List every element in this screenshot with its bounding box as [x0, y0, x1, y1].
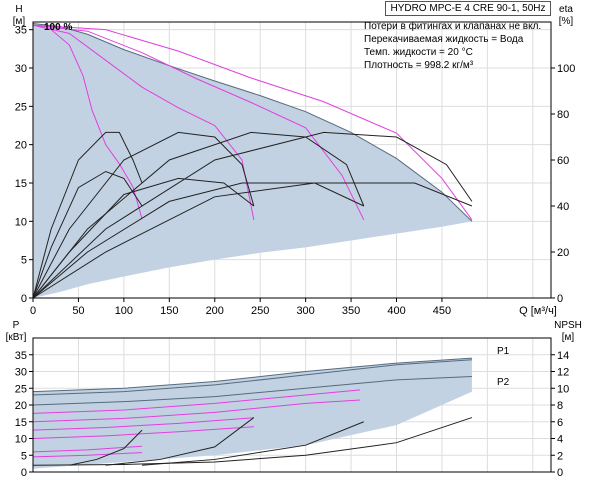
curve-eta-1a: [32, 170, 143, 299]
curve-head-1: [32, 24, 143, 220]
series-label-p1: P1: [497, 346, 510, 357]
curve-pump_power-4b: [32, 399, 361, 423]
info-line: Потери в фитингах и клапанах не вкл.: [364, 20, 541, 32]
y-tick-label: 25: [15, 383, 27, 395]
y2-axis-unit: [м]: [562, 332, 575, 343]
curve-eta-4: [32, 131, 473, 299]
curve-eta-1: [32, 131, 143, 299]
y-tick-label: 0: [21, 467, 27, 479]
curve-pump_power-2: [32, 445, 143, 453]
y2-tick-label: 6: [557, 417, 563, 429]
y-tick-label: 15: [15, 417, 27, 429]
x-axis-title: Q [м³/ч]: [519, 305, 557, 317]
x-tick-label: 200: [206, 305, 224, 317]
y2-axis-title: eta: [559, 4, 573, 15]
y2-axis-unit: [%]: [559, 16, 574, 27]
y-axis-title: H: [15, 4, 22, 15]
y2-tick-label: 10: [557, 383, 569, 395]
x-tick-label: 0: [30, 305, 36, 317]
series-label-p2: P2: [497, 377, 510, 388]
curve-power-P1: [32, 359, 472, 396]
y2-tick-label: 2: [557, 450, 563, 462]
y-tick-label: 35: [15, 350, 27, 362]
y2-tick-label: 40: [557, 201, 569, 213]
y-tick-label: 10: [15, 216, 27, 228]
y-tick-label: 5: [21, 255, 27, 267]
y-tick-label: 25: [15, 101, 27, 113]
curve-head-4: [32, 24, 473, 221]
chart-title: HYDRO MPC-E 4 CRE 90-1, 50Hz: [385, 1, 551, 16]
info-block: Потери в фитингах и клапанах не вкл. Пер…: [364, 20, 541, 71]
y-tick-label: 20: [15, 140, 27, 152]
info-line: Плотность = 998.2 кг/м³: [364, 60, 474, 71]
y-axis-unit: [м]: [13, 16, 26, 27]
x-tick-label: 350: [342, 305, 360, 317]
info-line: Темп. жидкости = 20 °C: [364, 47, 473, 58]
y-tick-label: 0: [21, 293, 27, 305]
curve-npsh-n3: [142, 421, 364, 466]
x-tick-label: 450: [433, 305, 451, 317]
y-tick-label: 5: [21, 450, 27, 462]
curve-eta-4a: [32, 182, 473, 299]
curve-eta-3a: [32, 182, 365, 299]
info-line: Перекачиваемая жидкость = Вода: [364, 34, 524, 45]
y-axis-unit: [кВт]: [6, 332, 27, 343]
y2-tick-label: 80: [557, 109, 569, 121]
x-tick-label: 400: [387, 305, 405, 317]
curve-pump_power-2b: [32, 452, 143, 458]
x-tick-label: 50: [72, 305, 84, 317]
y2-axis-title: NPSH: [554, 320, 582, 331]
power-panel: 0 5 10 15 20 25 30 35 0 2 4 6 8 10 12 14 P[кВт] NPSH[м] P1…: [6, 320, 582, 479]
x-tick-label: 300: [296, 305, 314, 317]
y-tick-label: 30: [15, 367, 27, 379]
y-tick-label: 20: [15, 400, 27, 412]
x-tick-label: 250: [251, 305, 269, 317]
y2-tick-label: 100: [557, 63, 575, 75]
operating-envelope: [33, 23, 472, 299]
y-tick-label: 35: [15, 25, 27, 37]
y2-tick-label: 60: [557, 155, 569, 167]
y2-tick-label: 20: [557, 247, 569, 259]
y2-tick-label: 12: [557, 367, 569, 379]
curve-pump_power-3b: [32, 426, 254, 439]
y2-tick-label: 8: [557, 400, 563, 412]
curve-head-3: [32, 24, 365, 221]
curve-pump_power-3: [32, 417, 254, 431]
envelope-top-edge: [32, 357, 472, 393]
curve-eta-2: [32, 131, 255, 299]
curve-pump_power-4: [32, 389, 361, 414]
operating-envelope: [33, 358, 472, 469]
y-axis-title: P: [13, 320, 20, 331]
y-tick-label: 15: [15, 178, 27, 190]
curve-npsh-n4: [32, 417, 473, 466]
envelope-top-edge: [32, 23, 473, 222]
curve-eta-3: [32, 131, 365, 299]
y-tick-label: 10: [15, 434, 27, 446]
curve-npsh-n2: [105, 417, 255, 466]
curve-power-P2: [32, 376, 472, 406]
x-tick-label: 150: [160, 305, 178, 317]
y2-tick-label: 0: [557, 467, 563, 479]
y2-tick-label: 14: [557, 350, 569, 362]
x-tick-label: 100: [115, 305, 133, 317]
y2-tick-label: 4: [557, 434, 563, 446]
curve-npsh-n1: [69, 429, 143, 466]
y-tick-label: 30: [15, 63, 27, 75]
speed-label: 100 %: [44, 22, 72, 33]
y2-tick-label: 0: [557, 293, 563, 305]
